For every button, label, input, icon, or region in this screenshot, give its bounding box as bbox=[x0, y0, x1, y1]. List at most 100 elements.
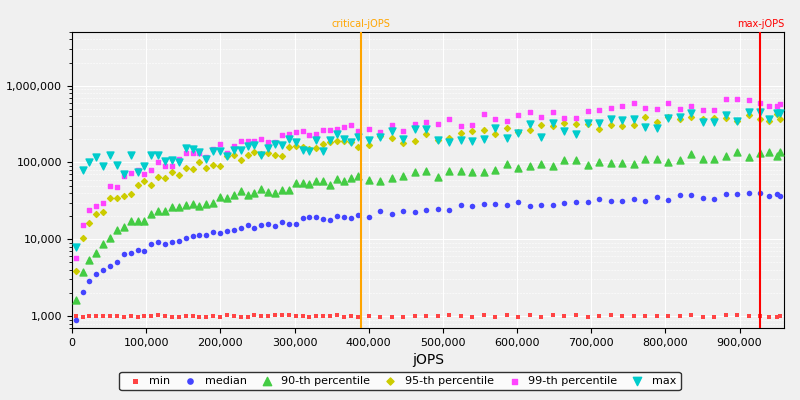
95-th percentile bbox=[696, 116, 709, 122]
max bbox=[466, 138, 478, 145]
median bbox=[303, 214, 316, 220]
median bbox=[138, 248, 151, 254]
95-th percentile bbox=[742, 112, 755, 118]
90-th percentile bbox=[397, 172, 410, 179]
median bbox=[152, 239, 165, 246]
max bbox=[158, 158, 171, 164]
99-th percentile bbox=[227, 143, 240, 150]
99-th percentile bbox=[221, 149, 234, 156]
median bbox=[501, 202, 514, 208]
median bbox=[330, 213, 343, 219]
max bbox=[221, 152, 234, 159]
max bbox=[662, 115, 674, 121]
95-th percentile bbox=[193, 159, 206, 165]
max bbox=[731, 118, 744, 125]
min bbox=[638, 312, 651, 319]
min bbox=[138, 313, 151, 319]
95-th percentile bbox=[131, 182, 144, 188]
median bbox=[310, 214, 322, 221]
min bbox=[158, 313, 171, 320]
90-th percentile bbox=[719, 153, 732, 159]
max bbox=[104, 152, 117, 158]
95-th percentile bbox=[214, 162, 226, 169]
median bbox=[708, 195, 721, 202]
min bbox=[344, 313, 357, 319]
max bbox=[351, 134, 364, 140]
95-th percentile bbox=[774, 116, 786, 122]
95-th percentile bbox=[221, 153, 234, 160]
95-th percentile bbox=[76, 234, 89, 241]
min bbox=[70, 313, 82, 320]
median bbox=[546, 202, 559, 208]
90-th percentile bbox=[124, 218, 137, 224]
90-th percentile bbox=[290, 180, 302, 186]
min bbox=[248, 312, 261, 318]
99-th percentile bbox=[166, 162, 178, 169]
95-th percentile bbox=[362, 142, 375, 148]
median bbox=[110, 259, 123, 265]
99-th percentile bbox=[124, 169, 137, 176]
median bbox=[754, 190, 766, 196]
90-th percentile bbox=[708, 156, 721, 163]
90-th percentile bbox=[131, 218, 144, 224]
median bbox=[351, 212, 364, 218]
99-th percentile bbox=[351, 128, 364, 134]
median bbox=[104, 262, 117, 269]
95-th percentile bbox=[604, 122, 617, 128]
max bbox=[374, 134, 386, 140]
median bbox=[593, 196, 606, 202]
95-th percentile bbox=[570, 121, 582, 127]
max bbox=[193, 149, 206, 156]
min bbox=[466, 313, 478, 320]
min bbox=[558, 313, 571, 319]
99-th percentile bbox=[386, 122, 398, 128]
max bbox=[638, 124, 651, 130]
95-th percentile bbox=[234, 157, 247, 164]
max bbox=[420, 126, 433, 132]
95-th percentile bbox=[344, 138, 357, 145]
median bbox=[662, 197, 674, 203]
95-th percentile bbox=[512, 129, 525, 135]
95-th percentile bbox=[408, 138, 421, 144]
90-th percentile bbox=[604, 160, 617, 166]
median bbox=[770, 191, 783, 198]
max bbox=[397, 135, 410, 142]
median bbox=[200, 231, 213, 238]
min bbox=[186, 313, 199, 319]
99-th percentile bbox=[604, 105, 617, 111]
min bbox=[431, 313, 444, 319]
min bbox=[275, 312, 288, 318]
median bbox=[83, 278, 96, 284]
99-th percentile bbox=[558, 114, 571, 121]
95-th percentile bbox=[546, 122, 559, 129]
90-th percentile bbox=[466, 169, 478, 175]
99-th percentile bbox=[719, 95, 732, 102]
99-th percentile bbox=[317, 126, 330, 133]
95-th percentile bbox=[104, 195, 117, 202]
max bbox=[512, 130, 525, 136]
median bbox=[512, 199, 525, 206]
max bbox=[83, 159, 96, 166]
95-th percentile bbox=[158, 175, 171, 181]
median bbox=[431, 206, 444, 212]
99-th percentile bbox=[76, 222, 89, 228]
95-th percentile bbox=[489, 130, 502, 137]
90-th percentile bbox=[214, 194, 226, 200]
max bbox=[179, 144, 192, 151]
max bbox=[310, 137, 322, 144]
median bbox=[255, 222, 268, 228]
99-th percentile bbox=[674, 106, 686, 112]
min bbox=[214, 314, 226, 320]
median bbox=[762, 193, 775, 200]
99-th percentile bbox=[362, 126, 375, 133]
max bbox=[708, 119, 721, 125]
99-th percentile bbox=[512, 112, 525, 118]
max bbox=[145, 151, 158, 158]
90-th percentile bbox=[731, 148, 744, 155]
median bbox=[221, 228, 234, 234]
min bbox=[131, 314, 144, 320]
99-th percentile bbox=[535, 114, 548, 121]
90-th percentile bbox=[593, 159, 606, 165]
min bbox=[324, 313, 337, 320]
90-th percentile bbox=[310, 178, 322, 184]
